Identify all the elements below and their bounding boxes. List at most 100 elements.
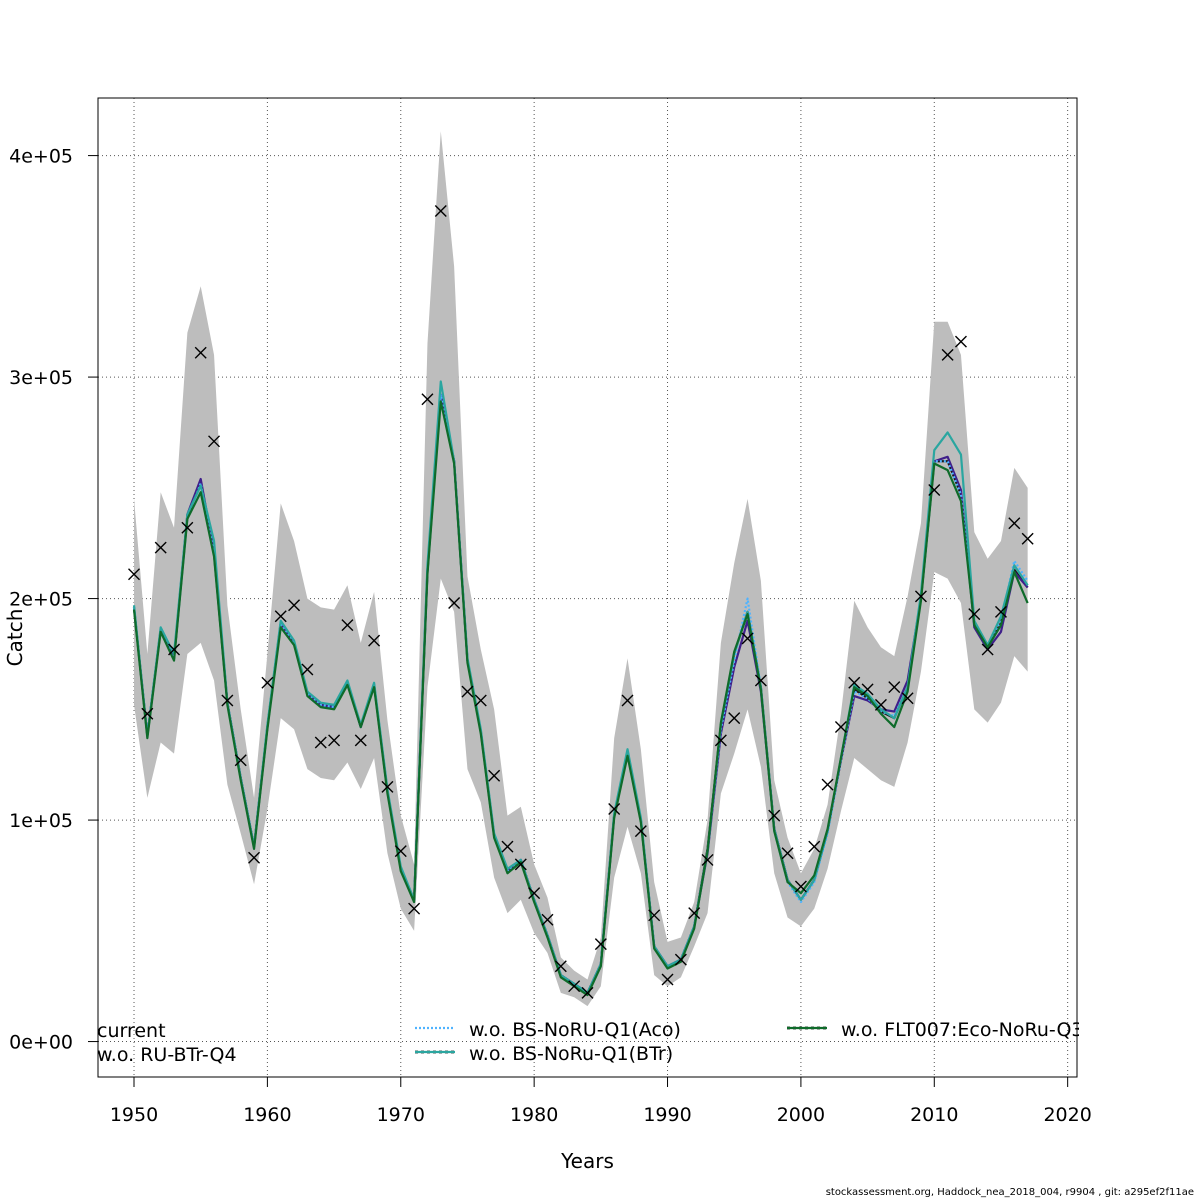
observed-point bbox=[514, 858, 527, 871]
observed-point bbox=[701, 853, 714, 866]
observed-point bbox=[848, 676, 861, 689]
legend-item: current bbox=[97, 1020, 166, 1042]
observed-point bbox=[901, 692, 914, 705]
observed-point bbox=[248, 851, 261, 864]
y-tick-label: 1e+05 bbox=[9, 810, 73, 832]
observed-point bbox=[394, 845, 407, 858]
x-axis-label: Years bbox=[560, 1149, 614, 1173]
observed-point bbox=[674, 953, 687, 966]
observed-point bbox=[554, 960, 567, 973]
observed-point bbox=[301, 663, 314, 676]
observed-point bbox=[728, 712, 741, 725]
observed-point bbox=[274, 610, 287, 623]
observed-point bbox=[368, 634, 381, 647]
observed-point bbox=[741, 632, 754, 645]
observed-point bbox=[754, 674, 767, 687]
observed-point bbox=[448, 597, 461, 609]
observed-point bbox=[608, 802, 621, 815]
observed-point bbox=[154, 541, 167, 554]
observed-point bbox=[861, 683, 874, 696]
observed-point bbox=[341, 619, 354, 632]
observed-point bbox=[434, 204, 447, 217]
x-tick-label: 2000 bbox=[777, 1104, 825, 1126]
observed-point bbox=[314, 736, 327, 749]
observed-point bbox=[594, 938, 607, 951]
observed-point bbox=[328, 734, 341, 747]
observed-point bbox=[234, 754, 247, 767]
observed-point bbox=[528, 887, 541, 900]
legend-item: w.o. BS-NoRu-Q1(BTr) bbox=[415, 1043, 673, 1065]
legend-item: w.o. BS-NoRU-Q1(Aco) bbox=[415, 1019, 681, 1041]
observed-point bbox=[568, 980, 581, 993]
observed-point bbox=[381, 780, 394, 793]
observed-point bbox=[794, 880, 807, 893]
x-tick-label: 2010 bbox=[910, 1104, 958, 1126]
observed-point bbox=[461, 685, 474, 698]
observed-point bbox=[688, 907, 701, 920]
observed-point bbox=[221, 694, 234, 707]
observed-point bbox=[288, 599, 301, 612]
x-tick-label: 1980 bbox=[510, 1104, 558, 1126]
observed-point bbox=[488, 769, 501, 782]
legend-label: w.o. RU-BTr-Q4 bbox=[97, 1044, 237, 1066]
observed-point bbox=[941, 348, 954, 361]
axis-layer: 1950 1960 1970 1980 1990 2000 2010 2020 0e+00 1e+… bbox=[9, 146, 1092, 1126]
observed-point bbox=[181, 521, 194, 534]
x-tick-label: 1960 bbox=[243, 1104, 291, 1126]
footer-credit: stockassessment.org, Haddock_nea_2018_00… bbox=[825, 1187, 1194, 1198]
y-tick-label: 2e+05 bbox=[9, 589, 73, 611]
observed-point bbox=[128, 568, 141, 581]
observed-point bbox=[501, 840, 514, 853]
observed-point bbox=[821, 778, 834, 791]
observed-point bbox=[874, 698, 887, 711]
observed-point bbox=[208, 435, 221, 448]
observed-point bbox=[621, 694, 634, 707]
series-line-4 bbox=[132, 400, 1029, 997]
observed-point bbox=[1008, 517, 1021, 530]
observed-point bbox=[634, 825, 647, 838]
legend-item: w.o. RU-BTr-Q4 bbox=[97, 1044, 237, 1066]
observed-point bbox=[408, 902, 421, 915]
y-tick-label: 4e+05 bbox=[9, 146, 73, 168]
legend-label: w.o. BS-NoRu-Q1(BTr) bbox=[469, 1043, 673, 1065]
observed-point bbox=[768, 809, 781, 822]
legend-label: w.o. FLT007:Eco-NoRu-Q3 bbox=[841, 1019, 1083, 1041]
observed-point bbox=[194, 346, 207, 359]
observed-point bbox=[1021, 532, 1034, 545]
confidence-band-layer bbox=[134, 131, 1028, 1007]
legend-item: w.o. FLT007:Eco-NoRu-Q3 bbox=[787, 1019, 1083, 1041]
observed-point bbox=[474, 694, 487, 707]
observed-point bbox=[834, 721, 847, 734]
observed-point bbox=[141, 707, 154, 720]
observed-point bbox=[168, 643, 181, 656]
observed-point bbox=[261, 676, 274, 689]
x-tick-label: 1990 bbox=[643, 1104, 691, 1126]
y-tick-label: 0e+00 bbox=[9, 1032, 73, 1054]
observed-point bbox=[928, 484, 941, 497]
observed-point bbox=[994, 605, 1007, 618]
observed-point bbox=[714, 734, 727, 747]
observed-point bbox=[888, 681, 901, 694]
legend-label: current bbox=[97, 1020, 166, 1042]
x-tick-label: 1950 bbox=[110, 1104, 158, 1126]
legend-label: w.o. BS-NoRU-Q1(Aco) bbox=[469, 1019, 681, 1041]
observed-point bbox=[541, 913, 554, 926]
observed-point bbox=[661, 973, 674, 986]
observed-point bbox=[354, 734, 367, 747]
observed-point bbox=[914, 590, 927, 603]
confidence-band bbox=[134, 131, 1028, 1007]
observed-point bbox=[781, 847, 794, 860]
observed-point bbox=[421, 393, 434, 406]
y-axis-label: Catch bbox=[3, 609, 27, 667]
x-tick-label: 1970 bbox=[377, 1104, 425, 1126]
observed-point bbox=[954, 335, 967, 348]
observed-point bbox=[968, 608, 981, 621]
y-tick-label: 3e+05 bbox=[9, 367, 73, 389]
observed-point bbox=[648, 909, 661, 922]
observed-points-layer bbox=[128, 204, 1034, 999]
x-tick-label: 2020 bbox=[1043, 1104, 1091, 1126]
observed-point bbox=[981, 643, 994, 656]
